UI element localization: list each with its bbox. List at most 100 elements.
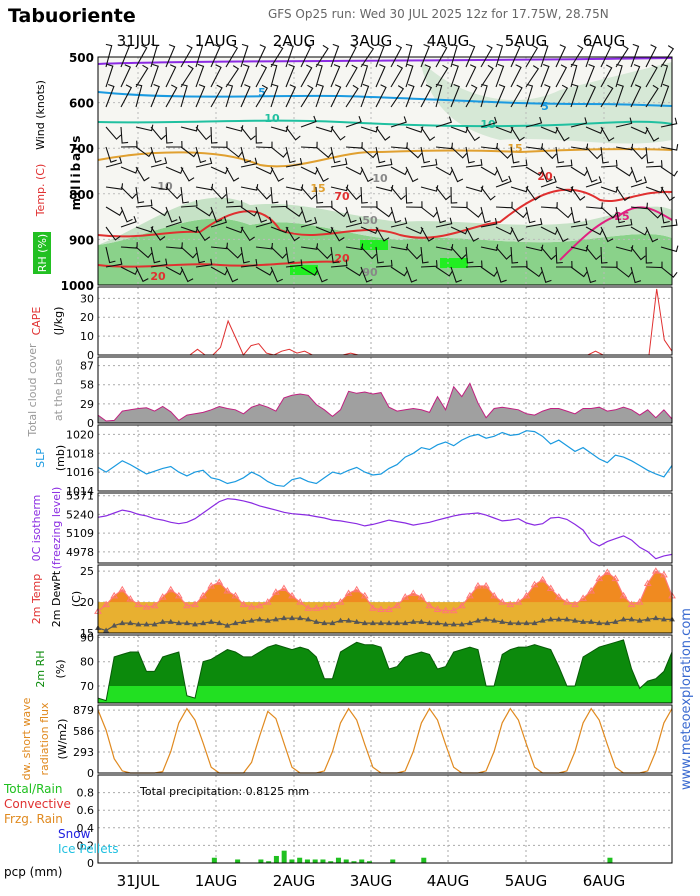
wind-barb [630, 246, 646, 261]
precip-bar [359, 859, 365, 863]
t2m-marker [522, 591, 531, 599]
wind-barb [390, 266, 408, 277]
precip-legend-item: Total/Rain [3, 782, 62, 796]
wind-barb [150, 246, 161, 264]
swr-axis-unit: radiation flux [38, 702, 51, 776]
t2m-marker [368, 604, 377, 611]
wind-barb [180, 44, 193, 68]
wind-barb [330, 226, 345, 242]
wind-barb [420, 126, 436, 142]
wind-barb [465, 44, 476, 68]
temp-axis-unit2: (C) [70, 591, 83, 607]
wind-barb [495, 246, 512, 260]
wind-barb [240, 84, 251, 108]
dewpoint-marker [192, 621, 199, 627]
wind-barb [615, 218, 633, 228]
wind-barb [570, 186, 586, 201]
dewpoint-marker [167, 618, 174, 624]
dewpoint-marker [224, 622, 231, 628]
t2m-marker [280, 584, 288, 591]
wind-barb [255, 216, 273, 228]
wind-barb [630, 146, 647, 160]
contour-label: 70 [334, 190, 350, 203]
cloud-axis-label: Total cloud cover [26, 343, 39, 438]
dewpoint-marker [410, 618, 417, 624]
wind-barb [645, 44, 657, 68]
wind-barb [270, 125, 289, 133]
swr-tick-label: 586 [73, 725, 94, 738]
dewpoint-marker [111, 622, 118, 628]
contour-label: 15 [507, 142, 522, 155]
wind-barb [555, 44, 567, 68]
wind-barb [570, 143, 589, 151]
wind-barb [600, 126, 615, 142]
wind-barb [405, 166, 419, 183]
wind-barb [135, 83, 143, 108]
wind-barb [465, 84, 478, 108]
wind-barb [360, 166, 374, 183]
t2m-marker [239, 600, 248, 608]
wind-barb [180, 124, 199, 132]
wind-barb [105, 156, 123, 168]
wind-barb [615, 44, 629, 68]
wind-barb [166, 140, 183, 148]
wind-barb [120, 206, 133, 223]
wind-barb [435, 64, 449, 88]
wind-barb [345, 266, 364, 277]
wind-barb [615, 186, 631, 202]
swr-tick-label: 879 [73, 704, 94, 717]
pressure-tick-label: 500 [69, 51, 94, 65]
wind-barb [240, 157, 258, 168]
wind-barb [330, 146, 341, 164]
wind-barb [435, 217, 453, 228]
upper-panel-frame [97, 56, 673, 286]
t2m-marker [441, 606, 450, 614]
wind-barb [210, 64, 222, 88]
dewpoint-marker [491, 617, 498, 623]
dewpoint-marker [426, 620, 433, 626]
dewpoint-marker [499, 618, 506, 624]
wind-barb [510, 44, 521, 68]
date-label-top: 6AUG [583, 32, 625, 50]
wind-barb [285, 43, 294, 68]
contour-label: 5 [541, 100, 549, 113]
wind-barb [360, 63, 369, 88]
wind-barb [660, 219, 678, 228]
wind-barb [195, 183, 214, 191]
wind-barb [465, 206, 483, 218]
wind-barb [315, 63, 323, 88]
wind-barb [180, 266, 194, 283]
wind-barb [180, 64, 194, 88]
t2m-marker [166, 585, 175, 593]
wind-barb [195, 146, 207, 164]
rh-core-cell [440, 258, 468, 268]
wind-barb [345, 116, 362, 128]
wind-barb [450, 266, 462, 283]
wind-barb [180, 246, 198, 259]
dewpoint-marker [119, 620, 126, 626]
wind-barb [360, 146, 378, 159]
wind-barb [225, 166, 240, 182]
rh-line [97, 639, 673, 702]
wind-barb [105, 246, 116, 264]
date-label-top: 5AUG [505, 32, 547, 50]
wind-barb [465, 146, 475, 164]
wind-barb [660, 117, 678, 128]
dewpoint-marker [474, 617, 481, 623]
wind-barb [270, 166, 284, 182]
wind-barb [495, 146, 512, 159]
dewpoint-marker [321, 620, 328, 626]
wind-barb [510, 246, 519, 264]
contour-label: 20 [334, 252, 350, 265]
rh-side-label: RH (%) [36, 234, 49, 272]
t2m-marker [595, 574, 604, 582]
wind-barb [660, 144, 679, 151]
wind-barb [165, 206, 178, 223]
wind-barb [480, 206, 491, 224]
wind-barb [300, 166, 319, 175]
dewpoint-marker [450, 621, 457, 627]
t2m-marker [360, 591, 369, 599]
t2m-marker [231, 591, 240, 599]
dewpoint-marker [103, 627, 110, 633]
swr-axis-unit2: (W/m2) [56, 719, 69, 760]
